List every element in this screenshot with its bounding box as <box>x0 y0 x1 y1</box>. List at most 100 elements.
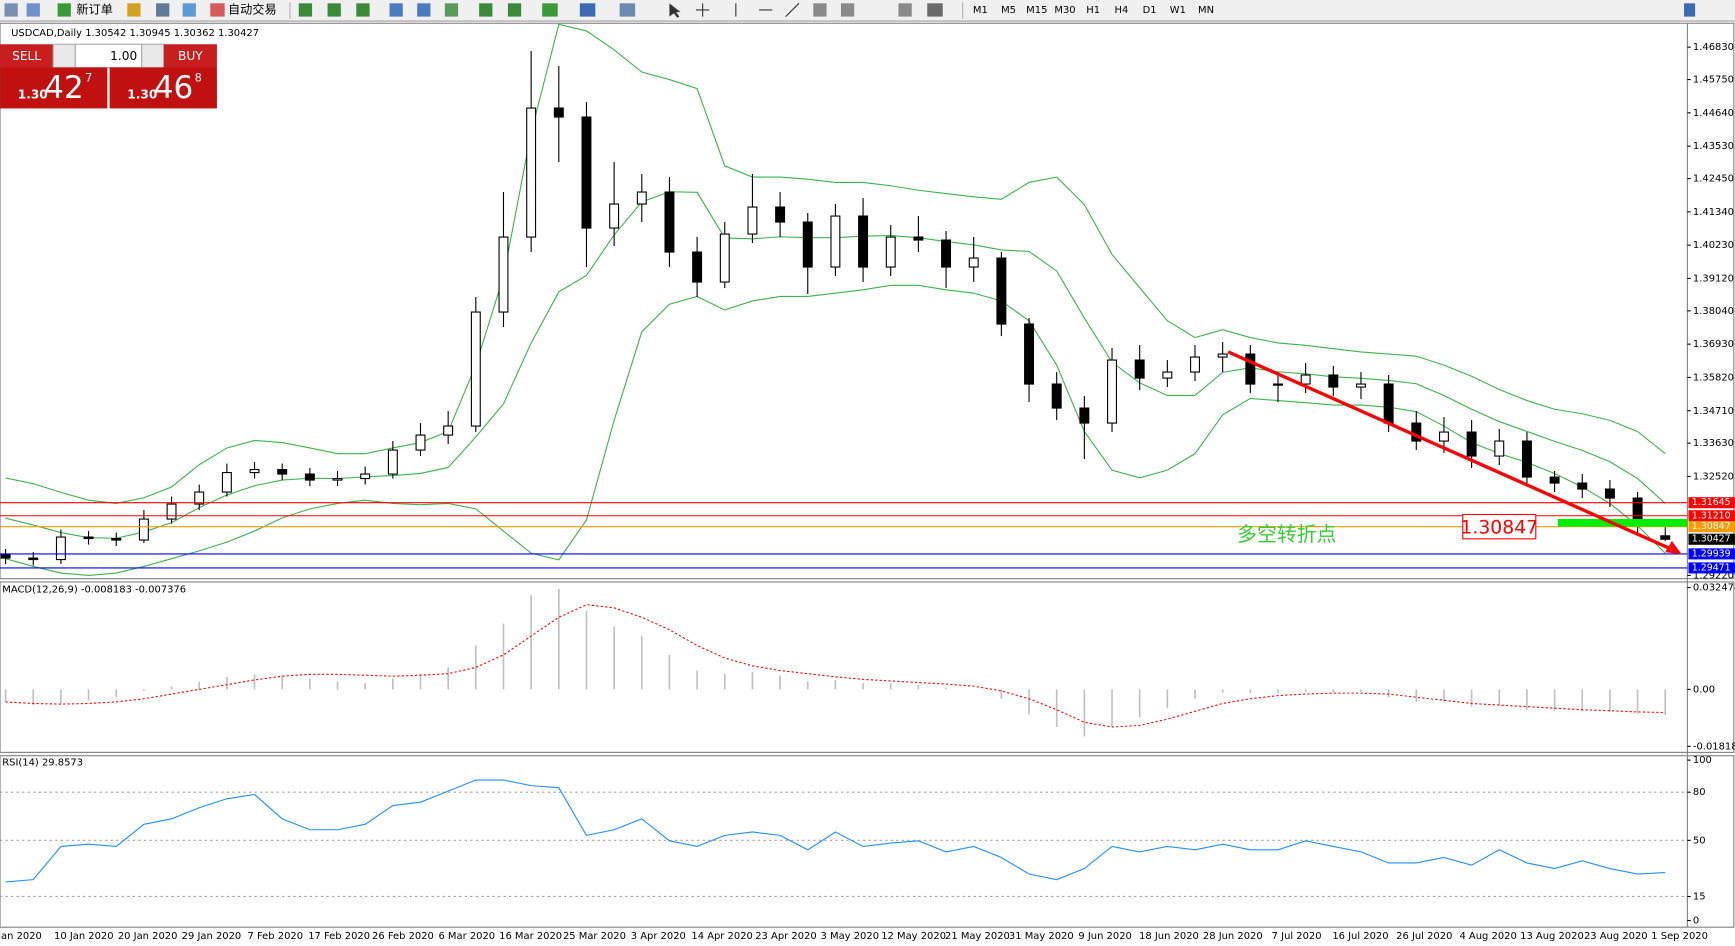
crosshair-icon[interactable] <box>696 3 710 17</box>
sell-price-pips[interactable]: 42 <box>44 70 83 106</box>
timeframe-button[interactable]: H4 <box>1115 5 1129 16</box>
candle-body <box>1273 383 1283 386</box>
lot-up[interactable] <box>141 43 165 69</box>
toolbar-icon[interactable] <box>813 3 827 17</box>
candle-body <box>387 449 398 475</box>
candle-body <box>1383 383 1394 424</box>
candle-body <box>858 215 869 268</box>
buy-label[interactable]: BUY <box>178 49 203 63</box>
candle-body <box>968 257 979 268</box>
candle-body <box>1079 407 1090 424</box>
sell-price-point[interactable]: 7 <box>85 72 92 85</box>
y-tick-label: 1.46830 <box>1693 42 1734 53</box>
date-label: 3 May 2020 <box>821 931 879 942</box>
buy-price-box[interactable] <box>109 67 217 109</box>
y-tick-label: 1.40230 <box>1693 240 1734 251</box>
templates-icon[interactable] <box>619 3 636 17</box>
lot-value[interactable]: 1.00 <box>110 49 137 63</box>
date-label: 12 May 2020 <box>881 931 946 942</box>
zoom-out-icon[interactable] <box>417 3 431 17</box>
candle-body <box>636 191 647 205</box>
toolbar-icon[interactable] <box>840 3 855 17</box>
price-level-tag <box>1688 510 1735 522</box>
candle-body <box>415 434 426 451</box>
line-tools[interactable] <box>735 2 800 17</box>
lot-down[interactable] <box>52 43 76 69</box>
toolbar-icon[interactable] <box>127 3 141 17</box>
candle-body <box>664 191 675 253</box>
timeframe-button[interactable]: W1 <box>1170 5 1186 16</box>
candle-body <box>1466 431 1477 457</box>
timeframe-button[interactable]: D1 <box>1143 5 1157 16</box>
candle-body <box>83 536 94 540</box>
toolbar-icon[interactable] <box>156 3 170 17</box>
toolbar-icon[interactable] <box>4 3 18 17</box>
date-label: 17 Feb 2020 <box>308 931 370 942</box>
sell-label[interactable]: SELL <box>12 49 41 63</box>
toolbar-icon[interactable] <box>479 3 493 17</box>
buy-button[interactable] <box>163 44 217 68</box>
timeframe-button[interactable]: M15 <box>1026 5 1047 16</box>
candle-body <box>443 425 454 436</box>
candle-body <box>719 233 730 283</box>
toolbar-icon[interactable] <box>298 3 313 17</box>
candle-body <box>1217 353 1228 358</box>
timeframe-button[interactable]: M30 <box>1054 5 1075 16</box>
search-icon[interactable] <box>1684 3 1696 17</box>
candle-body <box>775 206 786 223</box>
price-level-label: 1.30427 <box>1692 534 1731 545</box>
rsi-panel-title: RSI(14) 29.8573 <box>2 757 83 768</box>
candle-body <box>0 554 11 559</box>
candle-body <box>1024 323 1035 385</box>
date-label: 29 Jan 2020 <box>182 931 242 942</box>
toolbar-icon[interactable] <box>26 3 40 17</box>
toolbar-icon[interactable] <box>507 3 522 17</box>
one-click-trading: SELL 1.00 BUY 1.30 42 7 1.30 46 8 <box>0 43 217 109</box>
toolbar-icon[interactable] <box>444 3 459 17</box>
timeframe-button[interactable]: M1 <box>973 5 988 16</box>
candle-body <box>609 203 620 229</box>
candle-body <box>996 257 1007 325</box>
toolbar-icon[interactable] <box>898 3 912 17</box>
candle-body <box>1051 383 1062 409</box>
y-tick-label: 1.32520 <box>1693 471 1734 482</box>
candle-body <box>802 221 813 268</box>
auto-trading-button[interactable]: 自动交易 <box>228 1 277 16</box>
cursor-icon[interactable] <box>669 3 681 18</box>
timeframe-button[interactable]: H1 <box>1086 5 1100 16</box>
buy-price-point[interactable]: 8 <box>195 72 202 85</box>
candle-body <box>1438 431 1449 442</box>
date-label: 20 Jan 2020 <box>118 931 178 942</box>
sell-button[interactable] <box>0 44 54 68</box>
date-label: 16 Jul 2020 <box>1332 931 1388 942</box>
zoom-in-icon[interactable] <box>389 3 403 17</box>
sell-price-box[interactable] <box>0 67 108 109</box>
new-order-button[interactable]: 新订单 <box>76 1 112 16</box>
candle-body <box>55 536 66 561</box>
date-label: 7 Jul 2020 <box>1272 931 1322 942</box>
indicators-icon[interactable] <box>542 3 558 17</box>
toolbar-icon[interactable] <box>927 3 943 17</box>
periods-icon[interactable] <box>579 3 596 17</box>
date-label: 10 Jan 2020 <box>54 931 114 942</box>
bollinger-upper <box>5 23 1666 505</box>
price-level-label: 1.31645 <box>1692 497 1731 508</box>
price-level-tag <box>1688 533 1735 545</box>
auto-trading-icon[interactable] <box>210 3 225 17</box>
timeframe-button[interactable]: M5 <box>1001 5 1016 16</box>
price-level-tag <box>1688 548 1735 560</box>
buy-price-pips[interactable]: 46 <box>154 70 193 106</box>
sell-price-big[interactable]: 1.30 <box>18 88 48 102</box>
candle-body <box>1190 356 1200 373</box>
buy-price-big[interactable]: 1.30 <box>127 88 157 102</box>
date-label: 25 Mar 2020 <box>563 931 626 942</box>
rsi-panel <box>0 755 1735 928</box>
date-label: 3 Apr 2020 <box>631 931 686 942</box>
toolbar-icon[interactable] <box>356 3 370 17</box>
timeframe-button[interactable]: MN <box>1198 5 1214 16</box>
toolbar-icon[interactable] <box>182 3 196 17</box>
toolbar-icon[interactable] <box>327 3 341 17</box>
new-order-icon[interactable] <box>57 3 71 17</box>
candle-body <box>526 107 537 238</box>
